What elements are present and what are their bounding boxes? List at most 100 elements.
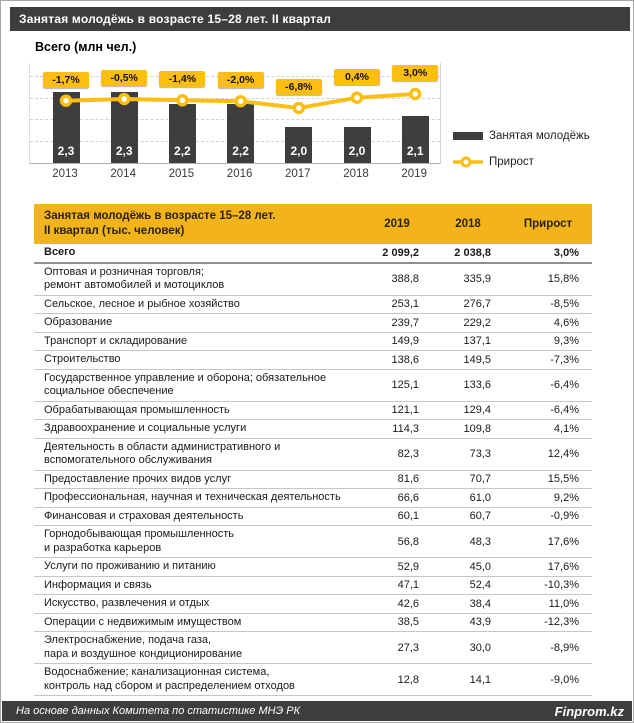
cell-growth: 12,4% <box>547 448 579 460</box>
bar-value-label: 2,3 <box>57 144 75 158</box>
bar-value-label: 2,3 <box>115 144 133 158</box>
cell-2019: 27,3 <box>397 641 419 654</box>
table-row: Предоставление прочих видов услуг 81,6 70,… <box>34 471 592 489</box>
cell-growth: -9,0% <box>550 673 579 686</box>
line-marker-2015 <box>176 94 189 107</box>
cell-2018: 14,1 <box>469 673 491 686</box>
line-marker-2019 <box>408 87 422 101</box>
cell-growth: 15,8% <box>547 273 579 285</box>
row-category: Водоснабжение; канализационная система, к… <box>44 666 295 692</box>
cell-2019: 66,6 <box>397 491 419 504</box>
cell-growth: 4,6% <box>553 316 579 329</box>
cell-2019: 138,6 <box>391 353 419 366</box>
brand-logo: Finprom.kz <box>554 703 624 719</box>
row-category: Оптовая и розничная торговля; ремонт авто… <box>44 265 225 292</box>
cell-growth: 17,6% <box>547 560 579 573</box>
growth-label-2014: -0,5% <box>101 70 148 86</box>
table-row: Горнодобывающая промышленность и разработ… <box>34 526 592 558</box>
cell-2018: 129,4 <box>463 404 491 417</box>
cell-2018: 335,9 <box>463 273 491 285</box>
x-axis: 2013 2014 2015 2016 2017 2018 2019 <box>29 168 441 182</box>
line-marker-2016 <box>234 94 247 108</box>
bar-value-label: 2,2 <box>174 144 191 158</box>
table-row: Операции с недвижимым имуществом 38,5 43,9… <box>34 614 592 632</box>
cell-2019: 56,8 <box>397 535 419 548</box>
table-body: Всего 2 099,2 2 038,8 3,0% Оптовая и розничн… <box>34 244 592 696</box>
cell-2019: 12,8 <box>397 673 419 686</box>
bar-2017: 2,0 <box>285 127 313 163</box>
line-marker-2017 <box>292 101 306 115</box>
line-marker-2013 <box>59 94 73 107</box>
page-title: Занятая молодёжь в возрасте 15–28 лет. I… <box>19 12 332 26</box>
cell-2019: 121,1 <box>391 404 419 417</box>
cell-growth: 15,5% <box>547 473 579 486</box>
bar-2015: 2,2 <box>168 103 196 163</box>
cell-growth: -8,5% <box>550 298 579 311</box>
table-title: Занятая молодёжь в возрасте 15–28 лет. I… <box>44 210 276 237</box>
row-category: Услуги по проживанию и питанию <box>44 560 216 572</box>
bar-2019: 2,1 <box>401 115 429 163</box>
cell-growth: 9,2% <box>553 491 579 504</box>
growth-label-2018: 0,4% <box>334 68 380 85</box>
bar-series-swatch-icon <box>453 132 483 140</box>
line-series-swatch-icon <box>453 155 483 169</box>
cell-growth: -0,9% <box>550 510 579 523</box>
line-marker-2014 <box>117 92 131 106</box>
cell-2018: 2 038,8 <box>454 246 491 259</box>
growth-label-2015: -1,4% <box>159 71 206 88</box>
legend-label-bars: Занятая молодёжь <box>489 130 590 142</box>
cell-2019: 42,6 <box>397 597 419 610</box>
cell-2019: 81,6 <box>397 473 419 486</box>
row-category: Строительство <box>44 353 121 365</box>
table-row-total: Всего 2 099,2 2 038,8 3,0% <box>34 244 592 264</box>
cell-2018: 73,3 <box>469 448 491 460</box>
cell-2019: 82,3 <box>397 448 419 460</box>
table-row: Деятельность в области административного… <box>34 439 592 471</box>
cell-growth: 17,6% <box>547 535 579 548</box>
cell-2018: 149,5 <box>463 353 491 366</box>
plot-area: 2,3 2,3 2,2 2,2 2,0 2,0 2,1 -1,7% -0,5% -1,4% -2,0… <box>29 63 441 164</box>
cell-2018: 60,7 <box>469 510 491 523</box>
source-note: На основе данных Комитета по статистике … <box>16 705 301 717</box>
table-row: Оптовая и розничная торговля; ремонт авто… <box>34 264 592 296</box>
table-row: Профессиональная, научная и техническая … <box>34 489 592 508</box>
x-tick-2018: 2018 <box>343 168 369 180</box>
cell-growth: 3,0% <box>553 246 579 259</box>
cell-2018: 48,3 <box>469 535 491 548</box>
data-table: Занятая молодёжь в возрасте 15–28 лет. I… <box>34 204 592 696</box>
row-category: Транспорт и складирование <box>44 334 188 347</box>
column-header-growth: Прирост <box>523 218 573 230</box>
cell-2019: 388,8 <box>391 273 419 285</box>
cell-2019: 125,1 <box>391 379 419 391</box>
gridline <box>30 97 440 99</box>
row-category: Информация и связь <box>44 578 152 591</box>
column-header-2018: 2018 <box>455 218 481 230</box>
row-category: Здравоохранение и социальные услуги <box>44 422 247 434</box>
cell-growth: -8,9% <box>550 641 579 654</box>
row-category: Искусство, развлечения и отдых <box>44 597 210 609</box>
bar-value-label: 2,2 <box>232 144 249 158</box>
row-category: Всего <box>44 246 76 258</box>
cell-growth: -10,3% <box>544 579 579 592</box>
footer-bar: На основе данных Комитета по статистике … <box>2 701 632 721</box>
x-tick-2016: 2016 <box>226 168 253 180</box>
cell-2018: 30,0 <box>469 641 491 654</box>
cell-growth: 4,1% <box>553 422 579 435</box>
legend-item-bars: Занятая молодёжь <box>453 125 629 147</box>
cell-2019: 60,1 <box>397 510 419 523</box>
row-category: Финансовая и страховая деятельность <box>44 509 244 522</box>
row-category: Государственное управление и оборона; об… <box>44 371 327 398</box>
table-row: Информация и связь 47,1 52,4 -10,3% <box>34 577 592 595</box>
table-row: Сельское, лесное и рыбное хозяйство 253,1… <box>34 296 592 314</box>
table-header-row: Занятая молодёжь в возрасте 15–28 лет. I… <box>34 204 592 244</box>
row-category: Электроснабжение, подача газа, пара и воз… <box>44 634 243 660</box>
cell-2019: 52,9 <box>397 560 419 573</box>
x-tick-2017: 2017 <box>285 168 311 180</box>
x-tick-2015: 2015 <box>168 168 195 180</box>
row-category: Профессиональная, научная и техническая … <box>44 491 341 503</box>
row-category: Операции с недвижимым имуществом <box>44 615 242 628</box>
row-category: Обрабатывающая промышленность <box>44 403 230 416</box>
cell-growth: -6,4% <box>550 379 579 391</box>
table-row: Государственное управление и оборона; об… <box>34 370 592 402</box>
